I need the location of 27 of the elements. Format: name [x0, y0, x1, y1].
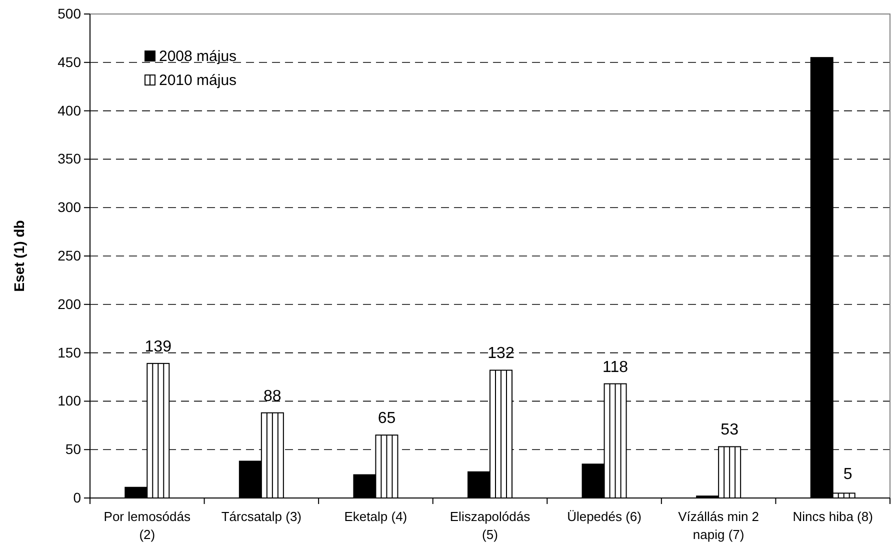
legend-label: 2010 május: [159, 72, 237, 89]
data-label: 118: [602, 358, 628, 376]
y-tick-label: 50: [65, 441, 82, 458]
x-tick-label: Ülepedés (6): [567, 509, 642, 524]
y-tick-label: 450: [58, 54, 82, 70]
data-label: 65: [378, 410, 396, 428]
x-tick-label: Vízállás min 2 napig (7): [678, 509, 760, 542]
legend-label: 2008 május: [159, 48, 237, 65]
y-tick-label: 400: [58, 102, 82, 118]
y-axis-title: Eset (1) db: [11, 220, 27, 292]
data-label: 53: [720, 422, 739, 439]
y-tick-label: 100: [58, 392, 82, 409]
x-tick-label: Nincs hiba (8): [792, 509, 873, 524]
x-tick-label: Eliszapolódás (5): [450, 509, 531, 542]
x-tick-label: Tárcsatalp (3): [221, 509, 302, 524]
y-tick-label: 250: [58, 247, 82, 264]
data-label: 5: [843, 466, 852, 484]
x-tick-label: Eketalp (4): [344, 509, 408, 524]
y-tick-label: 150: [58, 344, 82, 360]
data-label: 139: [144, 338, 172, 356]
y-tick-label: 200: [58, 296, 82, 312]
y-tick-label: 350: [58, 150, 82, 167]
y-tick-label: 0: [73, 489, 82, 506]
y-tick-label: 300: [58, 199, 82, 216]
y-tick-label: 500: [58, 5, 82, 22]
data-label: 88: [264, 388, 282, 405]
x-tick-label: Por lemosódás (2): [104, 509, 191, 542]
